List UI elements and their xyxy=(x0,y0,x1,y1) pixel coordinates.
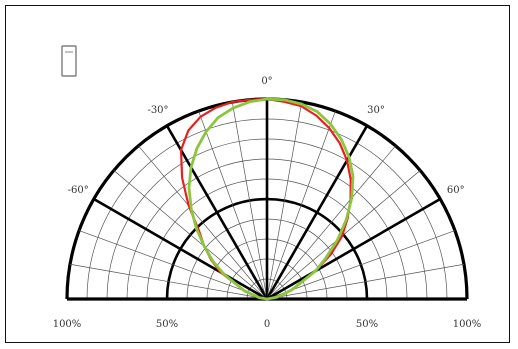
grid-spoke xyxy=(113,170,268,300)
grid-spoke xyxy=(266,197,441,301)
grid-spoke xyxy=(69,263,268,300)
grid-spoke xyxy=(138,145,268,300)
angle-label: -30° xyxy=(147,105,168,116)
series-line-2 xyxy=(187,97,355,301)
radial-label: 50% xyxy=(156,319,178,330)
angle-label: 30° xyxy=(367,105,385,116)
angle-label: 60° xyxy=(447,185,465,196)
radial-label: 0 xyxy=(264,319,270,330)
grid-spoke xyxy=(266,263,465,300)
grid-spoke xyxy=(266,230,456,300)
grid-spoke xyxy=(78,230,268,300)
radial-label: 100% xyxy=(453,319,482,330)
label-group: 0° -30° 30° -60° 60° 100% 50% 0 50% 100% xyxy=(53,76,482,330)
angle-label: 0° xyxy=(261,76,272,87)
radial-label: 50% xyxy=(356,319,378,330)
radial-label: 100% xyxy=(53,319,82,330)
polar-grid xyxy=(65,97,469,301)
chart-frame: 0° -30° 30° -60° 60° 100% 50% 0 50% 100% xyxy=(5,5,510,343)
series-group xyxy=(179,97,355,301)
grid-spoke xyxy=(93,197,268,301)
polar-chart: 0° -30° 30° -60° 60° 100% 50% 0 50% 100% xyxy=(53,45,482,330)
grid-spoke xyxy=(266,110,336,300)
grid-spoke xyxy=(198,110,268,300)
grid-spoke xyxy=(266,101,303,300)
angle-label: -60° xyxy=(68,185,89,196)
grid-spoke xyxy=(266,145,396,300)
legend-box-icon xyxy=(61,45,77,77)
grid-spoke xyxy=(265,125,369,300)
grid-spoke xyxy=(165,125,269,300)
grid-spoke xyxy=(231,101,268,300)
